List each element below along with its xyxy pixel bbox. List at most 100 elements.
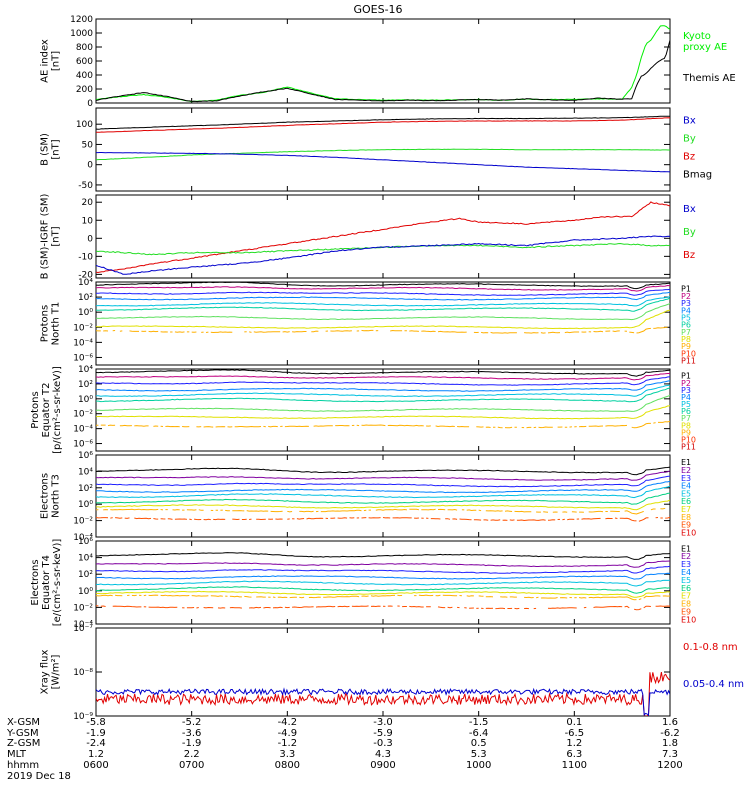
axis-row-value: -6.4 <box>469 728 489 739</box>
flux-channel-line <box>96 508 670 514</box>
y-tick-label: -50 <box>78 181 93 191</box>
panel-2: -50 0 50 100 B (SM) [nT] Bx By Bz Bmag <box>40 107 712 192</box>
y-tick-label: 10⁶ <box>78 451 93 461</box>
channel-label: P10 <box>681 435 696 444</box>
channel-label: P1 <box>681 285 691 294</box>
panel-plot-area <box>96 201 670 275</box>
flux-channel-line <box>96 296 670 307</box>
flux-channel-line <box>96 565 670 574</box>
axis-row-value: -1.9 <box>86 728 106 739</box>
channel-label: P4 <box>681 306 691 315</box>
y-tick-label: 0 <box>87 99 93 109</box>
y-tick-label: 10⁻⁶ <box>73 440 93 450</box>
flux-channel-line <box>96 420 670 429</box>
panel-1: 0 200 400 600 800 1000 1200 AE index [nT] Kyotopr… <box>40 15 736 109</box>
data-line <box>96 115 670 130</box>
channel-label: P3 <box>681 386 691 395</box>
flux-channel-line <box>96 492 670 505</box>
channel-label: P6 <box>681 407 691 416</box>
axis-row-value: 4.3 <box>375 749 391 760</box>
axis-row-value: 1.2 <box>88 749 104 760</box>
channel-label: E2 <box>681 552 691 561</box>
axis-info-rows: X-GSM -5.8 -5.2 -4.2 -3.0 -1.5 0.1 1.6 Y-GSM -1.9… <box>6 717 683 782</box>
y-axis-label: Protons <box>40 305 51 342</box>
xray-line <box>96 687 670 716</box>
axis-row-value: 0700 <box>179 760 204 771</box>
flux-channel-line <box>96 384 670 398</box>
axis-row-value: 1.6 <box>662 717 678 728</box>
y-tick-label: 10⁻² <box>73 410 93 420</box>
y-axis-label: Electrons <box>40 473 51 519</box>
xray-line <box>96 672 670 716</box>
y-tick-label: 10⁰ <box>78 395 93 405</box>
chart-title: GOES-16 <box>353 3 402 16</box>
channel-label: P7 <box>681 328 691 337</box>
panel-plot-area <box>96 25 670 103</box>
channel-label: P9 <box>681 342 691 351</box>
channel-label: E8 <box>681 513 691 522</box>
panel-frame <box>95 18 671 104</box>
axis-row-value: 0800 <box>275 760 300 771</box>
flux-channel-line <box>96 387 670 403</box>
y-tick-label: 800 <box>76 43 93 53</box>
axis-row-value: 6.3 <box>566 749 582 760</box>
y-tick-label: 1000 <box>70 29 93 39</box>
channel-label: P10 <box>681 349 696 358</box>
flux-channel-line <box>96 291 670 301</box>
axis-row-value: 1.2 <box>566 738 582 749</box>
channel-label: P2 <box>681 379 691 388</box>
panel-frame <box>95 368 671 452</box>
panel-frame <box>95 281 671 366</box>
data-line <box>96 117 670 133</box>
panel-plot-area <box>96 672 670 716</box>
y-axis-label: [nT] <box>51 51 62 71</box>
axis-row-label: hhmm <box>7 760 39 771</box>
y-tick-label: -10 <box>78 252 93 262</box>
channel-label: E5 <box>681 489 691 498</box>
y-tick-label: 400 <box>76 71 93 81</box>
channel-label: P5 <box>681 313 691 322</box>
axis-row-value: -1.2 <box>278 738 298 749</box>
y-tick-label: 100 <box>76 120 93 130</box>
panel-7: 10⁶ 10⁴ 10² 10⁰ 10⁻² 10⁻⁴ Electrons Equator T4[… <box>30 537 696 630</box>
axis-row-value: 1200 <box>657 760 682 771</box>
axis-row-value: -2.4 <box>86 738 106 749</box>
axis-row-value: 0.1 <box>566 717 582 728</box>
y-tick-label: 10⁻⁴ <box>73 620 93 630</box>
channel-label: P8 <box>681 335 691 344</box>
y-tick-label: 10⁻² <box>73 517 93 527</box>
y-axis-label: North T3 <box>51 474 62 518</box>
y-axis-label: B (SM) <box>40 133 51 166</box>
flux-channel-line <box>96 369 670 377</box>
legend-entry: 0.05-0.4 nm <box>683 679 744 690</box>
y-axis-label: Protons <box>30 391 41 428</box>
channel-label: E6 <box>681 584 691 593</box>
flux-channel-line <box>96 309 670 330</box>
axis-row-value: 0600 <box>83 760 108 771</box>
channel-label: P3 <box>681 299 691 308</box>
y-tick-label: 0 <box>87 161 93 171</box>
channel-label: E3 <box>681 474 691 483</box>
channel-label: E9 <box>681 521 691 530</box>
flux-channel-line <box>96 499 670 511</box>
flux-channel-line <box>96 282 670 290</box>
legend-entry: By <box>683 133 696 144</box>
data-line <box>96 25 670 103</box>
channel-label: E5 <box>681 576 691 585</box>
flux-channel-line <box>96 376 670 386</box>
channel-label: E4 <box>681 568 691 577</box>
channel-label: P6 <box>681 321 691 330</box>
channel-label: E6 <box>681 497 691 506</box>
channel-label: E10 <box>681 528 696 537</box>
flux-channel-line <box>96 586 670 594</box>
y-tick-label: 1200 <box>70 15 93 25</box>
channel-label: P5 <box>681 400 691 409</box>
y-tick-label: 10⁻² <box>73 323 93 333</box>
flux-channel-line <box>96 470 670 481</box>
axis-row-value: -3.0 <box>373 717 393 728</box>
y-tick-label: 10 <box>82 216 94 226</box>
flux-channel-line <box>96 297 670 312</box>
axis-row-value: 3.3 <box>279 749 295 760</box>
